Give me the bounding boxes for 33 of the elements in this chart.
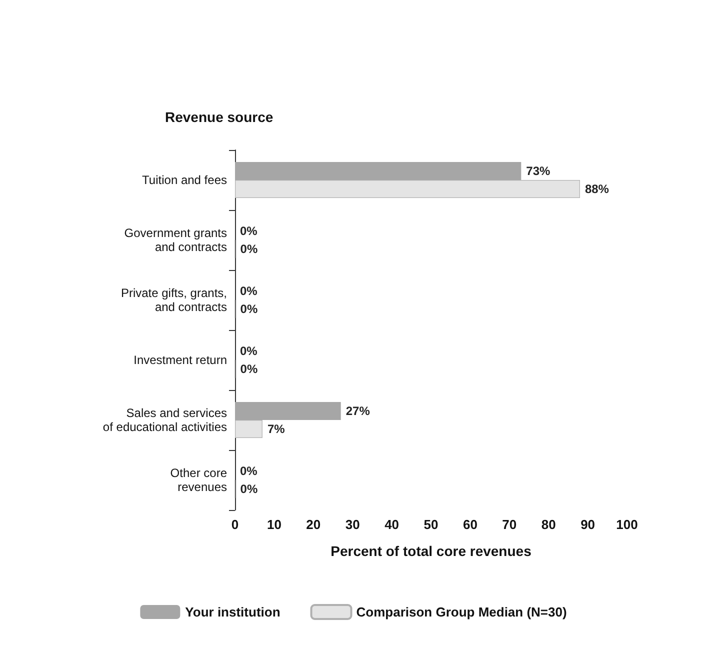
data-label: 0%	[240, 284, 258, 298]
chart-title: Revenue source	[165, 109, 274, 125]
data-label: 0%	[240, 344, 258, 358]
legend-label: Your institution	[185, 604, 280, 620]
data-label: 0%	[240, 302, 258, 316]
y-tick-label: Investment return	[134, 353, 227, 367]
x-tick-label: 50	[424, 517, 438, 532]
data-label: 0%	[240, 242, 258, 256]
y-tick-label: Tuition and fees	[142, 173, 227, 187]
data-label: 7%	[267, 422, 286, 436]
x-tick-label: 20	[306, 517, 321, 532]
x-tick-label: 10	[266, 517, 282, 532]
x-axis-title: Percent of total core revenues	[330, 543, 532, 559]
x-tick-label: 70	[502, 517, 517, 532]
data-label: 27%	[346, 404, 370, 418]
y-tick-label: Private gifts, grants, and contracts	[120, 286, 227, 314]
x-tick-label: 40	[384, 517, 400, 532]
data-label: 73%	[526, 164, 551, 178]
y-tick-label: Sales and services of educational activities	[102, 406, 227, 434]
x-tick-label: 0	[231, 517, 239, 532]
y-tick-label: Other core revenues	[170, 466, 228, 494]
x-tick-label: 60	[462, 517, 478, 532]
data-label: 0%	[240, 224, 258, 238]
y-tick-label: Government grants and contracts	[124, 226, 227, 254]
x-tick-label: 90	[580, 517, 596, 532]
data-label: 0%	[240, 362, 258, 376]
x-tick-label: 80	[541, 517, 556, 532]
x-tick-label: 100	[616, 517, 638, 532]
x-tick-label: 30	[345, 517, 360, 532]
legend-label: Comparison Group Median (N=30)	[356, 604, 567, 620]
data-label: 0%	[240, 482, 258, 496]
data-label: 0%	[240, 464, 258, 478]
data-label: 88%	[584, 182, 610, 196]
